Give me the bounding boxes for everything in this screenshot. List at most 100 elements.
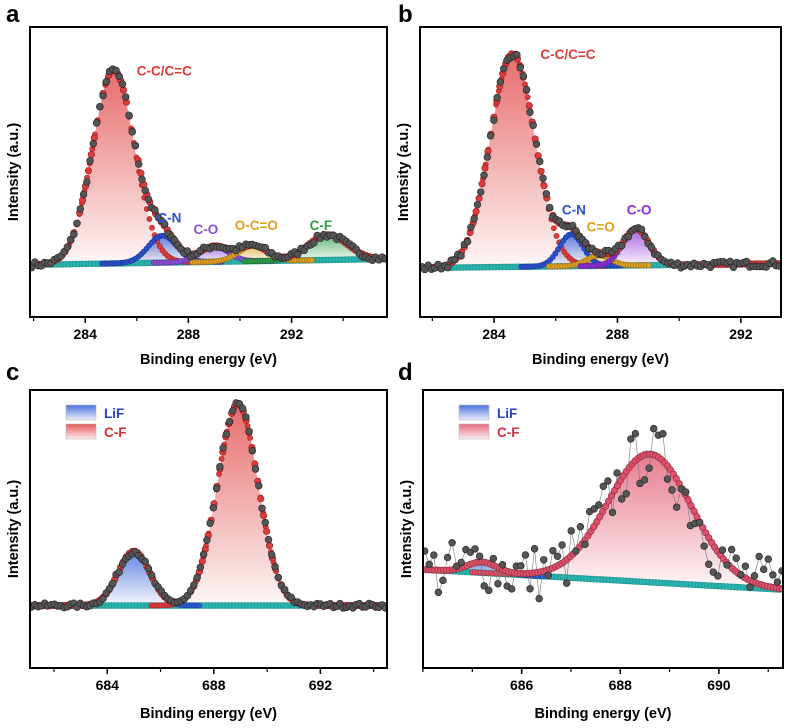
raw-data-point: [604, 477, 612, 485]
raw-data-point: [498, 561, 507, 569]
raw-data-point: [467, 223, 475, 232]
legend-swatch-C-F: [65, 423, 97, 440]
raw-data-point: [622, 490, 630, 498]
raw-data-point: [647, 243, 656, 252]
raw-data-point: [641, 232, 649, 241]
raw-data-point: [549, 546, 557, 555]
raw-data-point: [516, 64, 524, 72]
x-tick-label: 288: [177, 326, 201, 342]
raw-data-point: [209, 504, 218, 512]
envelope-point: [87, 150, 95, 159]
plot-frame: [419, 26, 782, 318]
raw-data-point: [483, 153, 491, 161]
raw-data-point: [773, 578, 782, 586]
raw-data-point: [535, 594, 543, 603]
raw-data-point: [425, 560, 433, 569]
peak-label: C-N: [562, 203, 586, 218]
raw-data-point: [70, 230, 78, 239]
raw-data-point: [517, 562, 525, 570]
legend-label: C-F: [497, 425, 520, 440]
raw-data-point: [212, 484, 221, 493]
envelope-point: [475, 194, 483, 202]
raw-data-point: [73, 219, 81, 227]
component-area-C-O: [574, 229, 698, 267]
raw-data-point: [255, 482, 263, 490]
raw-data-point: [668, 486, 676, 494]
raw-data-point: [496, 78, 505, 86]
raw-data-point: [281, 585, 289, 594]
envelope-point: [481, 164, 489, 172]
component-point-C-C/C=C: [146, 216, 153, 222]
raw-data-point: [526, 585, 534, 593]
component-point-C-C/C=C: [149, 224, 155, 231]
raw-data-point: [582, 239, 590, 247]
panel-b: b 284 288 292 Binding energy (eV) Intensity …: [396, 1, 782, 368]
raw-data-point: [470, 214, 478, 223]
raw-data-point: [92, 119, 101, 127]
raw-data-point: [732, 554, 740, 562]
raw-data-point: [581, 540, 589, 549]
raw-data-point: [463, 237, 472, 246]
peak-label: C-N: [157, 210, 181, 225]
raw-data-point: [96, 102, 104, 111]
raw-data-point: [480, 171, 488, 179]
raw-data-point: [617, 495, 626, 503]
raw-data-point: [567, 527, 575, 535]
raw-data-point: [242, 413, 250, 421]
raw-data-point: [274, 573, 282, 582]
raw-data-point: [640, 476, 649, 484]
raw-data-point: [599, 482, 608, 490]
envelope-point: [265, 542, 274, 550]
raw-data-point: [439, 576, 447, 585]
envelope-point: [537, 167, 545, 175]
component-point-LiF: [196, 602, 203, 609]
raw-data-point: [494, 580, 502, 588]
raw-data-point: [109, 579, 117, 588]
raw-data-point: [141, 557, 149, 566]
x-tick-label: 284: [482, 326, 506, 342]
raw-data-point: [128, 128, 136, 136]
component-area-LiF: [423, 562, 552, 577]
raw-data-point: [631, 429, 640, 438]
peak-label: C=O: [587, 220, 615, 235]
raw-data-point: [645, 464, 653, 472]
raw-data-point: [682, 488, 690, 496]
x-tick-label: 292: [729, 326, 753, 342]
raw-data-point: [444, 263, 452, 272]
component-area-C-N: [515, 234, 627, 267]
y-axis-label: Intensity (a.u.): [399, 480, 415, 578]
raw-data-point: [238, 404, 247, 413]
raw-data-point: [499, 64, 508, 73]
panel-d: d 686 688 690 Binding energy (eV) Intensity …: [398, 359, 784, 722]
x-tick-label: 690: [707, 677, 731, 693]
component-point-C-C/C=C: [156, 243, 163, 250]
envelope-point: [119, 86, 128, 94]
raw-data-point: [222, 430, 231, 438]
raw-data-point: [746, 583, 754, 591]
raw-data-point: [576, 523, 585, 531]
raw-data-point: [540, 556, 548, 564]
x-axis-label: Binding energy (eV): [140, 706, 277, 722]
raw-data-point: [264, 535, 273, 544]
raw-data-point: [261, 518, 269, 527]
raw-data-point: [542, 190, 551, 198]
envelope-point: [478, 180, 486, 188]
raw-data-point: [105, 584, 114, 593]
raw-data-point: [206, 519, 214, 527]
x-tick-label: 284: [74, 326, 98, 342]
envelope-point: [605, 497, 613, 505]
raw-data-point: [759, 565, 768, 574]
raw-data-point: [219, 444, 227, 452]
raw-data-point: [89, 140, 97, 148]
raw-data-point: [532, 140, 541, 148]
raw-data-point: [229, 407, 237, 415]
raw-data-point: [381, 255, 387, 263]
raw-data-point: [473, 200, 482, 209]
raw-data-point: [618, 241, 626, 250]
raw-data-point: [769, 571, 777, 579]
raw-data-point: [76, 205, 85, 213]
raw-data-point: [135, 160, 143, 168]
envelope-point: [693, 513, 701, 521]
legend-swatch-LiF: [65, 404, 97, 421]
